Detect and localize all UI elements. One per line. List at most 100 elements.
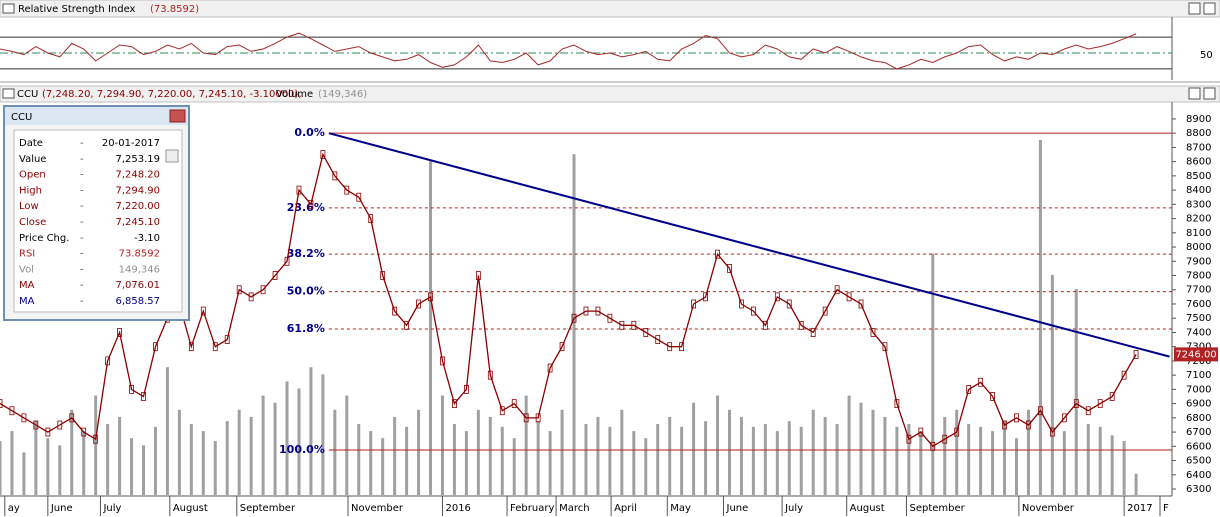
price-candle	[440, 356, 445, 366]
volume-bar	[775, 431, 779, 495]
volume-bar	[405, 426, 409, 495]
volume-bar	[261, 395, 265, 495]
price-candle	[930, 441, 936, 451]
y-tick-label: 6300	[1186, 484, 1211, 495]
volume-bar	[895, 426, 899, 495]
price-candle	[153, 342, 158, 352]
price-candle	[428, 292, 433, 302]
y-tick-label: 8900	[1186, 114, 1211, 125]
volume-bar	[488, 416, 492, 495]
data-window-dash: -	[80, 170, 84, 181]
data-window-dash: -	[80, 185, 84, 196]
price-candle	[906, 434, 912, 444]
price-candle	[200, 306, 206, 316]
y-tick-label: 6700	[1186, 427, 1211, 438]
panel-icon[interactable]	[2, 3, 15, 14]
volume-bar	[584, 424, 588, 495]
x-tick-label: 2016	[445, 503, 470, 514]
volume-bar	[979, 426, 983, 495]
x-tick-label: April	[614, 503, 637, 514]
price-candle	[1085, 406, 1091, 416]
x-tick-label: August	[173, 503, 208, 514]
price-candle	[356, 192, 362, 202]
price-candle	[296, 185, 302, 195]
volume-bar	[82, 431, 86, 495]
data-window-dash: -	[80, 138, 84, 149]
price-candle	[774, 292, 780, 302]
price-candle	[320, 150, 326, 159]
price-candle	[523, 413, 529, 423]
price-candle	[703, 292, 708, 302]
volume-bar	[596, 416, 600, 495]
price-candle	[392, 306, 398, 316]
price-candle	[583, 306, 589, 316]
data-window-dash: -	[80, 264, 84, 275]
price-candle	[260, 285, 266, 295]
restore-button[interactable]	[1188, 2, 1201, 15]
y-tick-label: 6600	[1186, 441, 1211, 452]
volume-bar	[859, 402, 863, 495]
price-candle	[33, 420, 39, 430]
price-candle	[344, 185, 350, 195]
rsi-line	[0, 32, 1137, 70]
data-window[interactable]: CCU Date - 20-01-2017 Value - 7,253.19 Open - 7,…	[3, 105, 190, 321]
price-candle	[715, 249, 720, 259]
data-window-value: 7,253.19	[115, 154, 160, 165]
price-candle	[248, 292, 254, 302]
volume-bar	[823, 416, 827, 495]
x-tick-label: November	[351, 503, 404, 514]
price-candle	[846, 292, 852, 302]
data-window-value: -3.10	[134, 233, 160, 244]
price-candle	[798, 320, 804, 330]
y-tick-label: 6800	[1186, 413, 1211, 424]
fib-label: 61.8%	[287, 322, 325, 335]
price-candle	[966, 384, 972, 394]
volume-bar	[417, 409, 421, 495]
volume-bar	[153, 426, 157, 495]
price-candle	[1061, 413, 1067, 423]
volume-bar	[500, 426, 504, 495]
rsi-title: Relative Strength Index	[18, 4, 136, 15]
price-candle	[1109, 392, 1115, 401]
price-candle	[380, 271, 386, 280]
y-tick-label: 7900	[1186, 256, 1211, 267]
price-candle	[272, 271, 278, 280]
volume-bar	[94, 395, 98, 495]
volume-bar	[608, 426, 612, 495]
volume-title: Volume	[276, 89, 313, 100]
volume-bar	[548, 431, 552, 495]
volume-bar	[34, 421, 38, 495]
y-tick-label: 7300	[1186, 342, 1211, 353]
price-candle	[284, 256, 290, 266]
restore-button[interactable]	[1188, 87, 1201, 100]
price-candle	[918, 427, 924, 437]
price-candle	[858, 299, 864, 309]
price-candle	[751, 306, 756, 316]
volume-bar	[739, 416, 743, 495]
price-candle	[511, 399, 517, 409]
fib-label: 100.0%	[279, 443, 325, 456]
price-candle	[547, 363, 553, 373]
volume-bar	[1038, 140, 1042, 495]
volume-bar	[716, 395, 720, 495]
price-candle	[822, 306, 828, 316]
volume-bar	[1014, 438, 1018, 495]
volume-bar	[919, 431, 923, 495]
close-button[interactable]	[1203, 2, 1216, 15]
volume-bar	[189, 424, 193, 495]
volume-bar	[309, 367, 313, 495]
fib-label: 0.0%	[294, 126, 325, 139]
scroll-thumb[interactable]	[165, 149, 179, 163]
data-window-close[interactable]	[169, 109, 186, 123]
close-button[interactable]	[1203, 87, 1216, 100]
x-tick-label: June	[50, 503, 73, 514]
price-candle	[224, 335, 230, 344]
y-tick-label: 7100	[1186, 370, 1211, 381]
price-candle	[45, 427, 51, 437]
price-candle	[1038, 406, 1043, 416]
price-candle	[870, 328, 876, 337]
price-candle	[487, 370, 493, 380]
y-tick-label: 8200	[1186, 214, 1211, 225]
panel-icon[interactable]	[2, 88, 15, 99]
volume-bar	[476, 409, 480, 495]
